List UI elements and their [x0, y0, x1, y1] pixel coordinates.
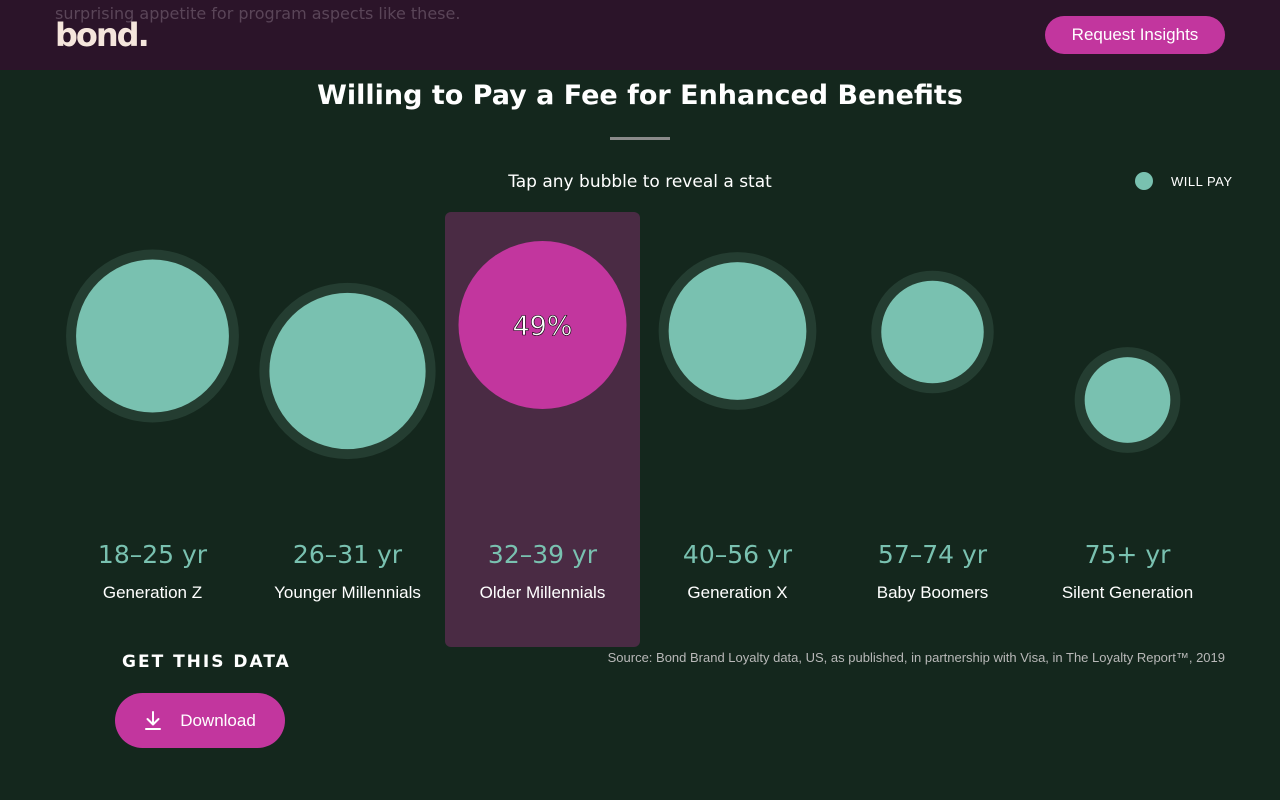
download-button[interactable]: Download — [115, 693, 285, 748]
bubble-3[interactable]: 49% — [458, 241, 627, 409]
category-name-3: Older Millennials — [479, 583, 606, 602]
top-header: surprising appetite for program aspects … — [0, 0, 1280, 70]
source-note: Source: Bond Brand Loyalty data, US, as … — [607, 650, 1225, 665]
bubble-6[interactable] — [1074, 347, 1181, 453]
chart-subtitle: Tap any bubble to reveal a stat — [508, 172, 772, 192]
bubble-circle-1[interactable] — [76, 259, 229, 413]
bubble-circle-4[interactable] — [668, 262, 807, 400]
request-insights-button[interactable]: Request Insights — [1045, 16, 1225, 54]
category-name-6: Silent Generation — [1061, 583, 1194, 602]
category-name-5: Baby Boomers — [876, 583, 989, 602]
category-range-4: 40–56 yr — [682, 540, 793, 569]
bubble-5[interactable] — [871, 270, 994, 394]
bubble-1[interactable] — [66, 249, 239, 423]
bond-logo[interactable]: bond. — [55, 16, 150, 54]
category-range-6: 75+ yr — [1084, 540, 1171, 569]
legend-swatch-will-pay — [1135, 172, 1153, 190]
download-label: Download — [180, 710, 256, 730]
title-divider — [610, 137, 670, 140]
category-range-5: 57–74 yr — [877, 540, 988, 569]
bubble-circle-5[interactable] — [881, 280, 984, 384]
bubble-circle-2[interactable] — [269, 292, 426, 450]
bubble-circle-3[interactable] — [458, 241, 627, 409]
scrolled-intro-text: surprising appetite for program aspects … — [55, 4, 461, 23]
chart-title: Willing to Pay a Fee for Enhanced Benefi… — [317, 80, 963, 111]
bubble-value-label: 49% — [512, 311, 572, 342]
category-name-1: Generation Z — [102, 583, 203, 602]
download-icon — [145, 710, 162, 730]
legend-label-will-pay: WILL PAY — [1171, 173, 1233, 189]
category-range-2: 26–31 yr — [292, 540, 403, 569]
chart-legend: WILL PAY — [1135, 172, 1233, 190]
get-data-heading: GET THIS DATA — [122, 652, 291, 672]
category-range-3: 32–39 yr — [487, 540, 598, 569]
category-name-4: Generation X — [687, 583, 788, 602]
category-range-1: 18–25 yr — [97, 540, 208, 569]
bubble-2[interactable] — [259, 282, 436, 460]
category-name-2: Younger Millennials — [274, 583, 421, 602]
bubble-4[interactable] — [658, 252, 817, 410]
bubble-circle-6[interactable] — [1084, 357, 1171, 443]
